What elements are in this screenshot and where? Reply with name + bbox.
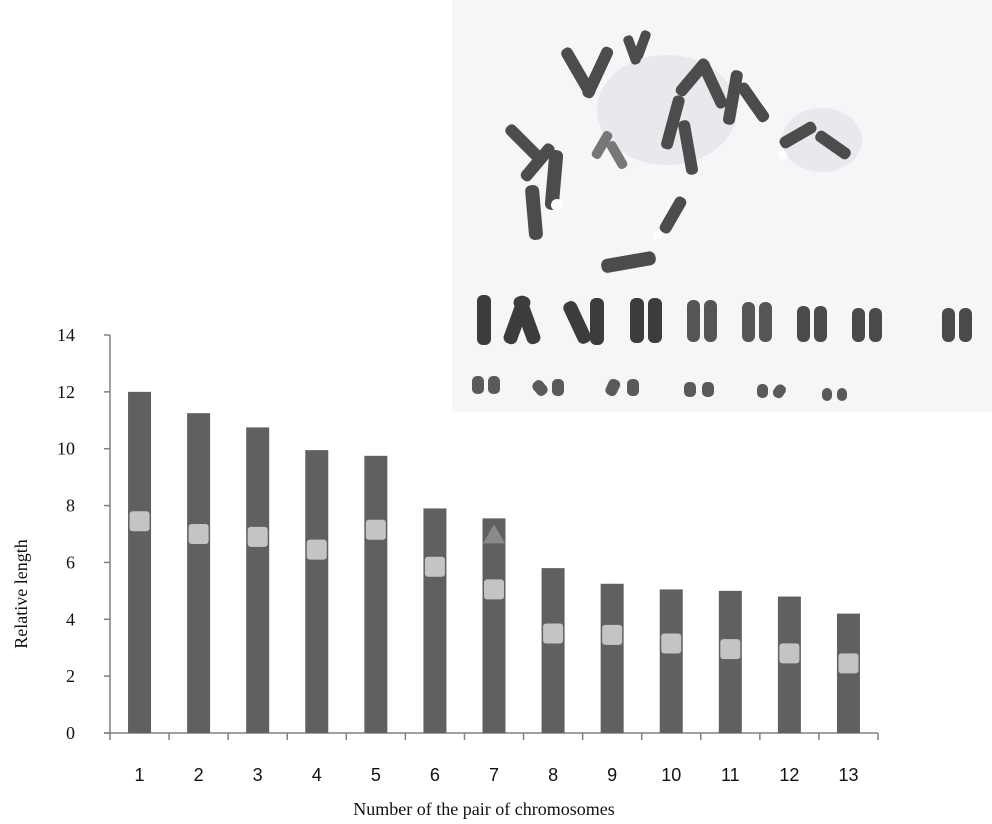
bar	[423, 508, 447, 733]
x-tick-label: 5	[371, 765, 381, 785]
square-marker	[543, 623, 564, 644]
x-tick-label: 3	[253, 765, 263, 785]
x-tick-label: 11	[721, 765, 740, 785]
x-tick-label: 6	[430, 765, 440, 785]
y-tick-label: 6	[66, 552, 75, 572]
y-tick-label: 14	[57, 325, 75, 345]
x-tick-label: 8	[548, 765, 558, 785]
square-marker	[247, 526, 268, 547]
bar	[777, 596, 801, 733]
square-marker	[188, 524, 209, 544]
y-tick-label: 8	[66, 496, 75, 516]
bar	[128, 391, 152, 733]
x-tick-label: 12	[779, 765, 799, 785]
bar	[364, 455, 388, 733]
x-tick-label: 4	[312, 765, 322, 785]
square-marker	[602, 624, 623, 645]
bar	[246, 427, 270, 733]
bar-series	[128, 391, 860, 733]
x-tick-label: 7	[489, 765, 499, 785]
square-marker	[720, 639, 741, 660]
square-marker	[838, 653, 859, 674]
y-tick-label: 12	[57, 382, 75, 402]
bar	[482, 518, 506, 733]
square-marker	[129, 511, 150, 532]
y-tick-label: 4	[66, 609, 75, 629]
metaphase-spread	[505, 30, 862, 273]
y-axis-title: Relative length	[11, 539, 31, 648]
y-tick-label: 0	[66, 723, 75, 743]
x-tick-label: 10	[661, 765, 681, 785]
triangle-marker	[483, 524, 505, 544]
y-axis: 0 2 4 6 8 10 12 14	[57, 325, 111, 743]
x-tick-label: 13	[838, 765, 858, 785]
square-marker	[484, 579, 504, 600]
square-marker	[365, 519, 386, 540]
bar	[541, 568, 565, 733]
karyotype-micrograph-icon	[452, 0, 992, 412]
karyotype-row-1	[477, 295, 972, 345]
marker-series	[129, 511, 859, 674]
bar	[305, 450, 329, 733]
square-marker	[661, 633, 682, 654]
y-tick-label: 2	[66, 666, 75, 686]
x-tick-label: 1	[135, 765, 145, 785]
x-tick-label: 9	[607, 765, 617, 785]
karyotype-row-2	[472, 376, 847, 401]
square-marker	[779, 643, 800, 664]
square-marker	[306, 539, 327, 560]
square-marker	[424, 556, 445, 577]
bar	[600, 583, 624, 733]
x-axis: 1 2 3 4 5 6 7 8 9 10 11 12 13	[104, 732, 879, 785]
bar	[718, 590, 742, 733]
x-axis-title: Number of the pair of chromosomes	[353, 799, 614, 819]
bar	[187, 413, 211, 733]
x-tick-label: 2	[194, 765, 204, 785]
bar	[659, 589, 683, 733]
y-tick-label: 10	[57, 439, 75, 459]
